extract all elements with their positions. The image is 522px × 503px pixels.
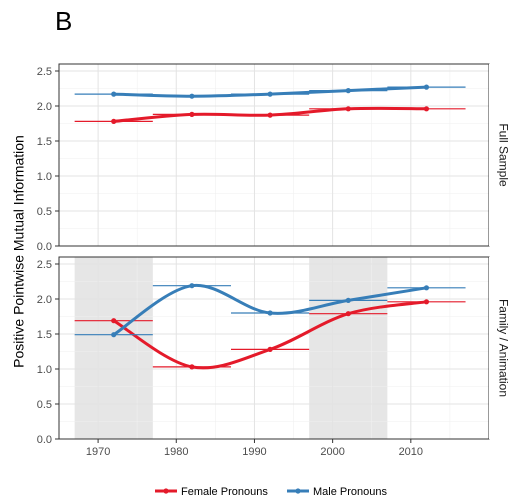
y-tick-label: 1.0 <box>37 364 52 376</box>
y-tick-label: 1.5 <box>37 136 52 148</box>
facet-panel-family-animation: 0.0 0.5 1.0 1.5 2.0 2.5 Family / Animation <box>37 256 514 446</box>
shaded-decade-band <box>74 257 153 439</box>
female-pronouns-point <box>267 346 273 352</box>
male-pronouns-point <box>111 91 117 97</box>
x-tick-label: 1980 <box>164 446 188 458</box>
female-pronouns-point <box>111 318 117 324</box>
facet-strip <box>489 64 514 246</box>
female-pronouns-point <box>423 299 430 305</box>
facet-panel-full-sample: 0.0 0.5 1.0 1.5 2.0 2.5 Full Sample <box>37 63 514 253</box>
y-tick-label: 1.5 <box>37 329 52 341</box>
legend: Female Pronouns Male Pronouns <box>155 486 387 498</box>
x-tick-label: 2010 <box>399 446 423 458</box>
legend-key-point-male-pronouns <box>295 488 301 494</box>
y-tick-label: 2.0 <box>37 101 52 113</box>
x-tick-label: 2000 <box>320 446 344 458</box>
male-pronouns-point <box>345 297 351 303</box>
y-tick-label: 2.5 <box>37 66 52 78</box>
female-pronouns-point <box>345 311 351 317</box>
y-tick-label: 2.5 <box>37 259 52 271</box>
legend-key-point-female-pronouns <box>163 488 169 494</box>
facet-strip <box>489 257 514 439</box>
y-tick-label: 1.0 <box>37 171 52 183</box>
facet-strip-label: Full Sample <box>496 123 510 187</box>
male-pronouns-point <box>423 84 430 90</box>
male-pronouns-point <box>423 285 430 291</box>
facet-strip-label: Family / Animation <box>496 299 510 397</box>
female-pronouns-point <box>345 106 351 112</box>
y-tick-label: 0.0 <box>37 434 52 446</box>
male-pronouns-point <box>345 88 351 94</box>
panel-letter: B <box>55 6 73 36</box>
male-pronouns-point <box>267 91 273 97</box>
male-pronouns-point <box>111 332 117 338</box>
male-pronouns-point <box>189 283 195 289</box>
shaded-decade-band <box>309 257 388 439</box>
y-tick-label: 0.5 <box>37 399 52 411</box>
legend-label-male-pronouns: Male Pronouns <box>313 486 387 498</box>
x-tick-label: 1970 <box>86 446 110 458</box>
female-pronouns-point <box>189 364 195 370</box>
female-pronouns-point <box>423 106 430 112</box>
female-pronouns-point <box>189 111 195 117</box>
panel-background <box>59 64 489 246</box>
x-tick-label: 1990 <box>242 446 266 458</box>
female-pronouns-point <box>111 118 117 124</box>
y-tick-label: 0.5 <box>37 206 52 218</box>
male-pronouns-point <box>189 93 195 99</box>
male-pronouns-point <box>267 310 273 316</box>
y-axis-title: Positive Pointwise Mutual Information <box>11 135 27 368</box>
y-tick-label: 0.0 <box>37 241 52 253</box>
female-pronouns-point <box>267 112 273 118</box>
legend-label-female-pronouns: Female Pronouns <box>181 486 268 498</box>
y-tick-label: 2.0 <box>37 294 52 306</box>
